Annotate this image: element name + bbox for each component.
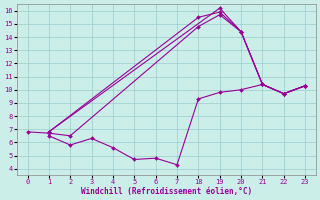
X-axis label: Windchill (Refroidissement éolien,°C): Windchill (Refroidissement éolien,°C) bbox=[81, 187, 252, 196]
